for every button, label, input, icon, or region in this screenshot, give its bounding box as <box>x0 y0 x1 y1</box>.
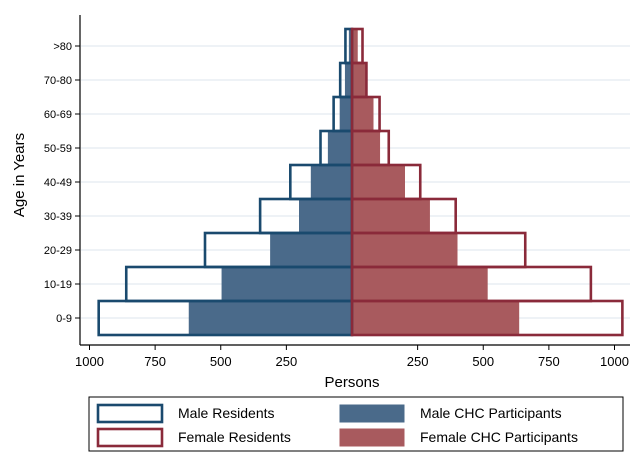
y-tick-label: >80 <box>53 41 72 53</box>
y-tick-label: 40-49 <box>44 177 72 189</box>
y-tick-label: 10-19 <box>44 279 72 291</box>
female-chc-participants-bar <box>351 164 405 200</box>
male-chc-participants-bar <box>339 96 353 132</box>
female-chc-participants-bar <box>351 198 430 234</box>
legend-key-male-chc-participants <box>339 404 405 423</box>
y-tick-label: 30-39 <box>44 211 72 223</box>
bars <box>97 27 624 337</box>
female-chc-participants-bar <box>351 300 520 336</box>
x-axis-title: Persons <box>324 374 379 391</box>
legend: Male Residents Male CHC Participants Femal… <box>88 396 624 452</box>
legend-label-female-residents: Female Residents <box>178 429 291 445</box>
x-tick-label: 1000 <box>75 354 104 369</box>
y-tick-label: 20-29 <box>44 245 72 257</box>
female-chc-participants-bar <box>351 232 458 268</box>
male-chc-participants-bar <box>221 266 353 302</box>
legend-label-female-chc-participants: Female CHC Participants <box>420 429 578 445</box>
x-tick-label: 750 <box>144 354 166 369</box>
legend-label-male-residents: Male Residents <box>178 405 275 421</box>
female-chc-participants-bar <box>351 130 381 166</box>
x-tick-label: 250 <box>407 354 429 369</box>
axes <box>75 15 630 350</box>
male-chc-participants-bar <box>327 130 353 166</box>
x-tick-label: 750 <box>538 354 560 369</box>
y-tick-label: 50-59 <box>44 143 72 155</box>
legend-key-male-residents <box>96 403 164 424</box>
x-tick-labels: 1000 750 500 250 250 500 750 1000 <box>75 354 629 369</box>
female-chc-participants-bar <box>351 96 374 132</box>
x-tick-label: 500 <box>472 354 494 369</box>
male-chc-participants-bar <box>270 232 353 268</box>
female-chc-participants-bar <box>351 62 366 98</box>
y-tick-label: 70-80 <box>44 75 72 87</box>
legend-key-female-chc-participants <box>339 428 405 447</box>
y-axis-title: Age in Years <box>11 133 28 217</box>
male-chc-participants-bar <box>188 300 353 336</box>
x-tick-label: 1000 <box>600 354 629 369</box>
y-tick-labels: 0-9 10-19 20-29 30-39 40-49 50-59 60-69 70-80 >8… <box>44 41 72 325</box>
female-chc-participants-bar <box>351 266 488 302</box>
legend-key-female-residents <box>96 427 164 448</box>
female-residents-bar <box>350 27 364 65</box>
male-chc-participants-bar <box>299 198 353 234</box>
legend-label-male-chc-participants: Male CHC Participants <box>420 405 562 421</box>
male-chc-participants-bar <box>310 164 353 200</box>
y-tick-label: 0-9 <box>56 313 72 325</box>
x-tick-label: 250 <box>276 354 298 369</box>
x-tick-label: 500 <box>210 354 232 369</box>
y-tick-label: 60-69 <box>44 109 72 121</box>
